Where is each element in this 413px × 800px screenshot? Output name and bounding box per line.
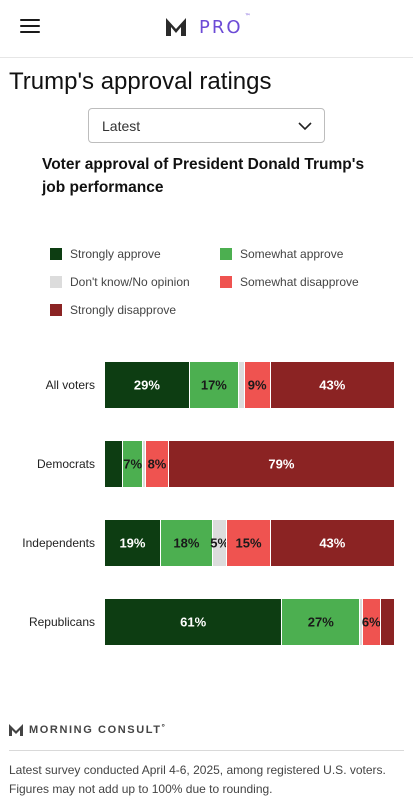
row-label: All voters bbox=[45, 378, 95, 392]
data-label: 8% bbox=[147, 456, 167, 472]
data-label: 27% bbox=[307, 614, 334, 630]
legend-swatch bbox=[50, 304, 62, 316]
bar-independents: 19% 18% 5% 15% 43% bbox=[105, 520, 394, 566]
data-label: 7% bbox=[123, 456, 143, 472]
footer-divider bbox=[9, 750, 404, 751]
chevron-down-icon bbox=[298, 122, 312, 131]
bar-segment-dont-know bbox=[237, 362, 244, 408]
bar-segment-strongly-disapprove bbox=[379, 599, 394, 645]
bar-segment-somewhat-approve: 18% bbox=[159, 520, 212, 566]
data-label: 43% bbox=[319, 535, 346, 551]
data-label: 61% bbox=[180, 614, 207, 630]
select-value: Latest bbox=[102, 118, 141, 134]
data-label: 15% bbox=[235, 535, 262, 551]
page-title: Trump's approval ratings bbox=[9, 68, 272, 95]
time-period-select[interactable]: Latest bbox=[88, 108, 325, 143]
morning-consult-footer-logo: MORNING CONSULT˚ bbox=[9, 723, 167, 737]
row-label: Republicans bbox=[28, 615, 95, 629]
legend-label: Don't know/No opinion bbox=[70, 275, 190, 289]
bar-segment-strongly-disapprove: 43% bbox=[269, 520, 394, 566]
data-label: 43% bbox=[319, 377, 346, 393]
data-label: 19% bbox=[119, 535, 146, 551]
brand-text: PRO ™ bbox=[199, 12, 251, 38]
hamburger-menu-icon[interactable] bbox=[20, 17, 42, 35]
bar-segment-strongly-approve bbox=[105, 441, 123, 487]
legend-swatch bbox=[220, 248, 232, 260]
data-label: 6% bbox=[361, 614, 381, 630]
row-label: Independents bbox=[22, 536, 95, 550]
morning-consult-m-logo-icon bbox=[9, 724, 23, 736]
legend-item-strongly-disapprove: Strongly disapprove bbox=[50, 303, 176, 317]
data-label: 9% bbox=[247, 377, 267, 393]
bar-segment-strongly-approve: 61% bbox=[105, 599, 282, 645]
legend-label: Strongly approve bbox=[70, 247, 161, 261]
data-label: 29% bbox=[133, 377, 160, 393]
bar-segment-dont-know: 5% bbox=[210, 520, 230, 566]
legend-swatch bbox=[50, 276, 62, 288]
footer-logo-text: MORNING CONSULT˚ bbox=[29, 724, 167, 736]
bar-segment-somewhat-disapprove: 9% bbox=[243, 362, 270, 408]
bar-segment-somewhat-approve: 7% bbox=[122, 441, 143, 487]
bar-segment-somewhat-disapprove: 15% bbox=[226, 520, 270, 566]
brand-logo[interactable]: PRO ™ bbox=[165, 12, 251, 40]
bar-segment-dont-know bbox=[359, 599, 363, 645]
bar-segment-somewhat-disapprove: 8% bbox=[145, 441, 168, 487]
bar-segment-strongly-approve: 29% bbox=[105, 362, 189, 408]
chart-title: Voter approval of President Donald Trump… bbox=[42, 156, 365, 196]
bar-segment-somewhat-approve: 17% bbox=[188, 362, 238, 408]
legend-swatch bbox=[220, 276, 232, 288]
legend-label: Somewhat disapprove bbox=[240, 275, 359, 289]
data-label: 5% bbox=[210, 535, 230, 551]
legend-item-somewhat-approve: Somewhat approve bbox=[220, 247, 343, 261]
bar-segment-strongly-disapprove: 43% bbox=[269, 362, 394, 408]
row-label: Democrats bbox=[36, 457, 95, 471]
bar-segment-strongly-approve: 19% bbox=[105, 520, 160, 566]
legend-swatch bbox=[50, 248, 62, 260]
bar-segment-strongly-disapprove: 79% bbox=[167, 441, 394, 487]
bar-all-voters: 29% 17% 9% 43% bbox=[105, 362, 394, 408]
morning-consult-m-logo-icon bbox=[166, 18, 186, 36]
data-label: 79% bbox=[268, 456, 295, 472]
legend-item-strongly-approve: Strongly approve bbox=[50, 247, 161, 261]
legend-label: Strongly disapprove bbox=[70, 303, 177, 317]
bar-republicans: 61% 27% 6% bbox=[105, 599, 394, 645]
footer-note: Latest survey conducted April 4-6, 2025,… bbox=[9, 763, 386, 796]
bar-democrats: 7% 8% 79% bbox=[105, 441, 394, 487]
data-label: 18% bbox=[173, 535, 200, 551]
bar-segment-dont-know bbox=[142, 441, 146, 487]
top-bar: PRO ™ bbox=[0, 0, 413, 58]
legend-item-somewhat-disapprove: Somewhat disapprove bbox=[220, 275, 359, 289]
legend-item-dont-know: Don't know/No opinion bbox=[50, 275, 190, 289]
data-label: 17% bbox=[200, 377, 227, 393]
bar-segment-somewhat-disapprove: 6% bbox=[361, 599, 381, 645]
bar-segment-somewhat-approve: 27% bbox=[281, 599, 360, 645]
legend-label: Somewhat approve bbox=[240, 247, 344, 261]
